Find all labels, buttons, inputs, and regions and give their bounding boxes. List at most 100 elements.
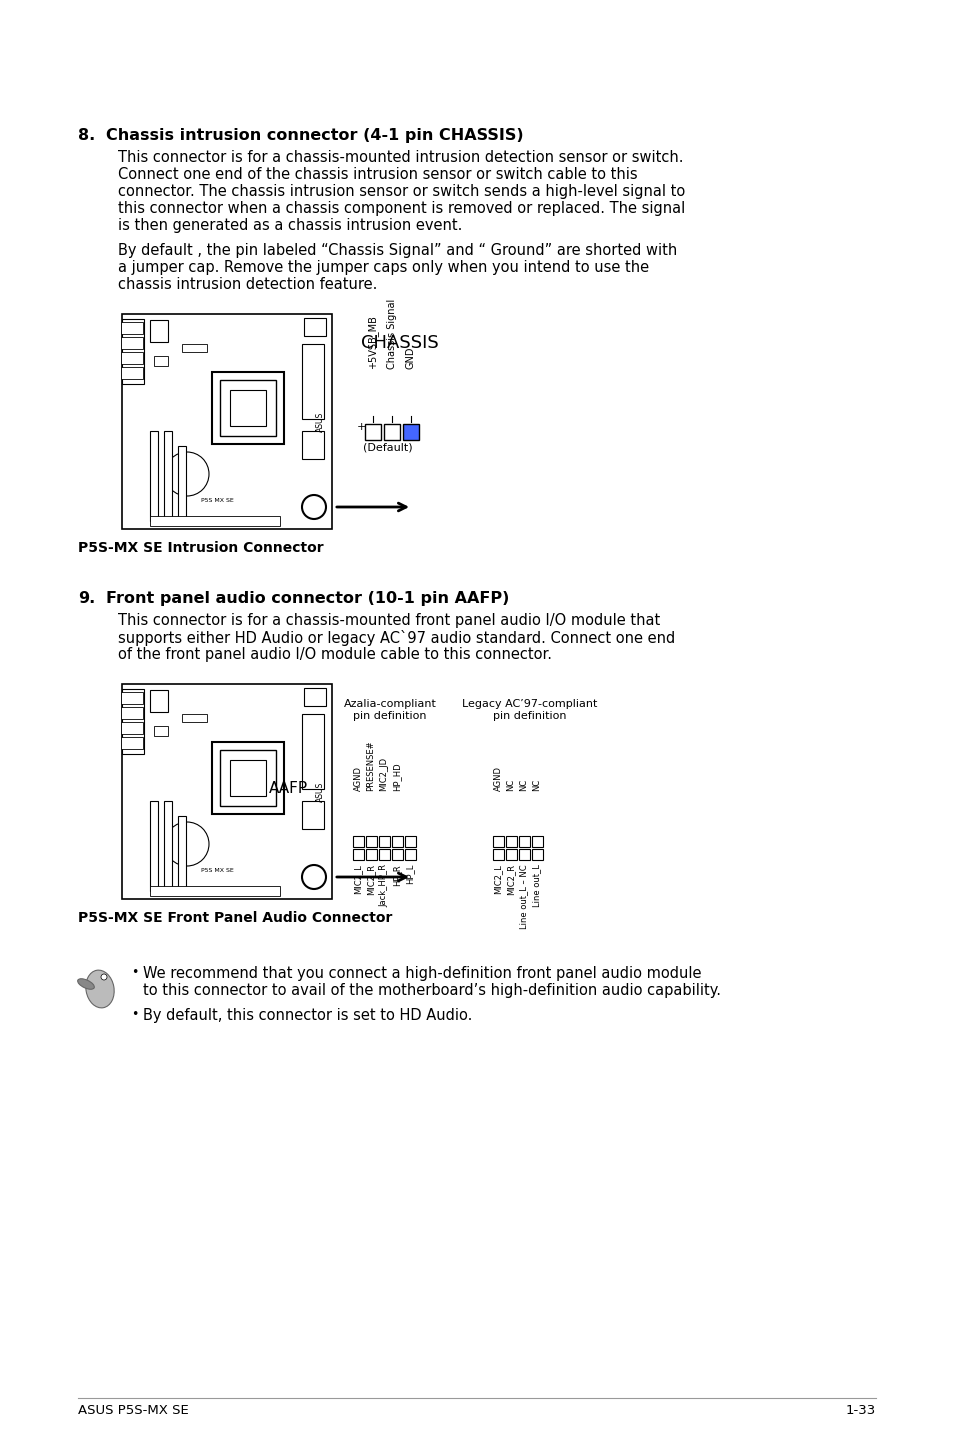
Text: of the front panel audio I/O module cable to this connector.: of the front panel audio I/O module cabl… [118, 647, 552, 661]
Text: HP_HD: HP_HD [392, 762, 401, 791]
Bar [302, 801, 324, 828]
Text: Front panel audio connector (10-1 pin AAFP): Front panel audio connector (10-1 pin AA… [106, 591, 509, 605]
Text: 9.: 9. [78, 591, 95, 605]
Bar [505, 835, 517, 847]
Bar [402, 424, 418, 440]
Bar [518, 848, 530, 860]
Text: MIC2_R: MIC2_R [506, 864, 515, 894]
Bar [230, 761, 266, 797]
Text: 1-33: 1-33 [845, 1403, 875, 1416]
Bar [150, 321, 168, 342]
Text: ASUS P5S-MX SE: ASUS P5S-MX SE [78, 1403, 189, 1416]
Circle shape [302, 495, 326, 519]
Text: CHASSIS: CHASSIS [361, 334, 438, 352]
Text: This connector is for a chassis-mounted intrusion detection sensor or switch.: This connector is for a chassis-mounted … [118, 150, 682, 165]
Text: This connector is for a chassis-mounted front panel audio I/O module that: This connector is for a chassis-mounted … [118, 613, 659, 628]
Text: P5S-MX SE Intrusion Connector: P5S-MX SE Intrusion Connector [78, 541, 323, 555]
Text: Line out_L – NC: Line out_L – NC [519, 864, 528, 929]
Bar [150, 886, 280, 896]
Bar [405, 848, 416, 860]
Text: +: + [356, 421, 366, 431]
Text: MIC2_L: MIC2_L [493, 864, 502, 894]
Text: Azalia-compliant
pin definition: Azalia-compliant pin definition [343, 699, 436, 720]
Bar [220, 751, 275, 807]
Circle shape [302, 866, 326, 889]
Bar [518, 835, 530, 847]
Bar [212, 372, 284, 444]
Circle shape [165, 452, 209, 496]
Bar [366, 835, 376, 847]
Bar [182, 715, 207, 722]
Bar [366, 848, 376, 860]
Bar [353, 835, 364, 847]
Text: ASUS: ASUS [315, 411, 324, 433]
Text: (Default): (Default) [363, 443, 413, 453]
Bar [150, 516, 280, 526]
Text: Chassis Signal: Chassis Signal [387, 299, 396, 370]
Bar [212, 742, 284, 814]
Text: MIC2_L: MIC2_L [354, 864, 362, 894]
Bar [150, 801, 158, 892]
Text: NC: NC [519, 779, 528, 791]
Text: AGND: AGND [493, 766, 502, 791]
Bar [122, 689, 144, 754]
Bar [150, 431, 158, 521]
Text: By default, this connector is set to HD Audio.: By default, this connector is set to HD … [143, 1008, 472, 1022]
Text: ASUS: ASUS [315, 782, 324, 802]
Bar [392, 848, 402, 860]
Text: Chassis intrusion connector (4-1 pin CHASSIS): Chassis intrusion connector (4-1 pin CHA… [106, 128, 523, 142]
Text: We recommend that you connect a high-definition front panel audio module: We recommend that you connect a high-def… [143, 966, 700, 981]
Bar [353, 848, 364, 860]
Bar [153, 726, 168, 736]
Text: chassis intrusion detection feature.: chassis intrusion detection feature. [118, 278, 377, 292]
Bar [378, 848, 390, 860]
Text: P5S MX SE: P5S MX SE [200, 869, 233, 873]
Text: GND: GND [406, 347, 416, 370]
Text: •: • [131, 966, 138, 979]
Text: P5S-MX SE Front Panel Audio Connector: P5S-MX SE Front Panel Audio Connector [78, 912, 392, 925]
Bar [392, 835, 402, 847]
Bar [493, 848, 503, 860]
Circle shape [101, 974, 107, 981]
Bar [121, 352, 143, 364]
Bar [365, 424, 380, 440]
Circle shape [165, 823, 209, 866]
Text: is then generated as a chassis intrusion event.: is then generated as a chassis intrusion… [118, 219, 462, 233]
Bar [178, 815, 186, 892]
Ellipse shape [77, 979, 94, 989]
Text: P5S MX SE: P5S MX SE [200, 498, 233, 503]
Text: NC: NC [532, 779, 541, 791]
Bar [532, 848, 542, 860]
Text: to this connector to avail of the motherboard’s high-definition audio capability: to this connector to avail of the mother… [143, 984, 720, 998]
Text: HP_R: HP_R [392, 864, 401, 886]
Bar [178, 446, 186, 521]
Bar [153, 357, 168, 367]
Bar [405, 835, 416, 847]
Bar [493, 835, 503, 847]
Bar [164, 431, 172, 521]
Text: supports either HD Audio or legacy AC`97 audio standard. Connect one end: supports either HD Audio or legacy AC`97… [118, 630, 675, 646]
Bar [121, 336, 143, 349]
Text: connector. The chassis intrusion sensor or switch sends a high-level signal to: connector. The chassis intrusion sensor … [118, 184, 684, 198]
Bar [378, 835, 390, 847]
Bar [302, 715, 324, 789]
Text: 8.: 8. [78, 128, 95, 142]
Text: PRESENSE#: PRESENSE# [366, 741, 375, 791]
Ellipse shape [86, 971, 114, 1008]
Text: AGND: AGND [354, 766, 362, 791]
Bar [164, 801, 172, 892]
Bar [121, 707, 143, 719]
Text: NC: NC [506, 779, 515, 791]
Text: HP_L: HP_L [405, 864, 414, 884]
Bar [304, 687, 326, 706]
Bar [182, 344, 207, 352]
Bar [122, 684, 332, 899]
Text: AAFP: AAFP [269, 781, 308, 797]
Text: a jumper cap. Remove the jumper caps only when you intend to use the: a jumper cap. Remove the jumper caps onl… [118, 260, 648, 275]
Text: Connect one end of the chassis intrusion sensor or switch cable to this: Connect one end of the chassis intrusion… [118, 167, 637, 183]
Bar [505, 848, 517, 860]
Bar [121, 692, 143, 705]
Bar [122, 319, 144, 384]
Bar [121, 367, 143, 380]
Bar [304, 318, 326, 336]
